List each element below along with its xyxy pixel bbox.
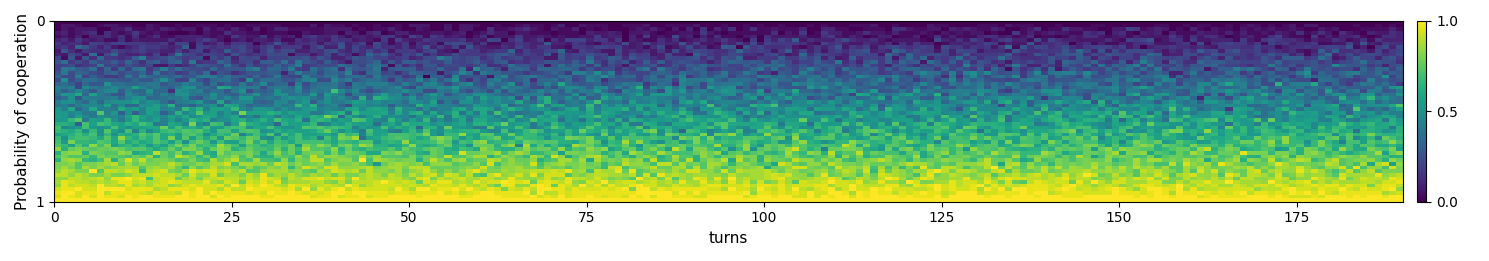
X-axis label: turns: turns: [709, 231, 749, 246]
Y-axis label: Probability of cooperation: Probability of cooperation: [15, 13, 30, 210]
